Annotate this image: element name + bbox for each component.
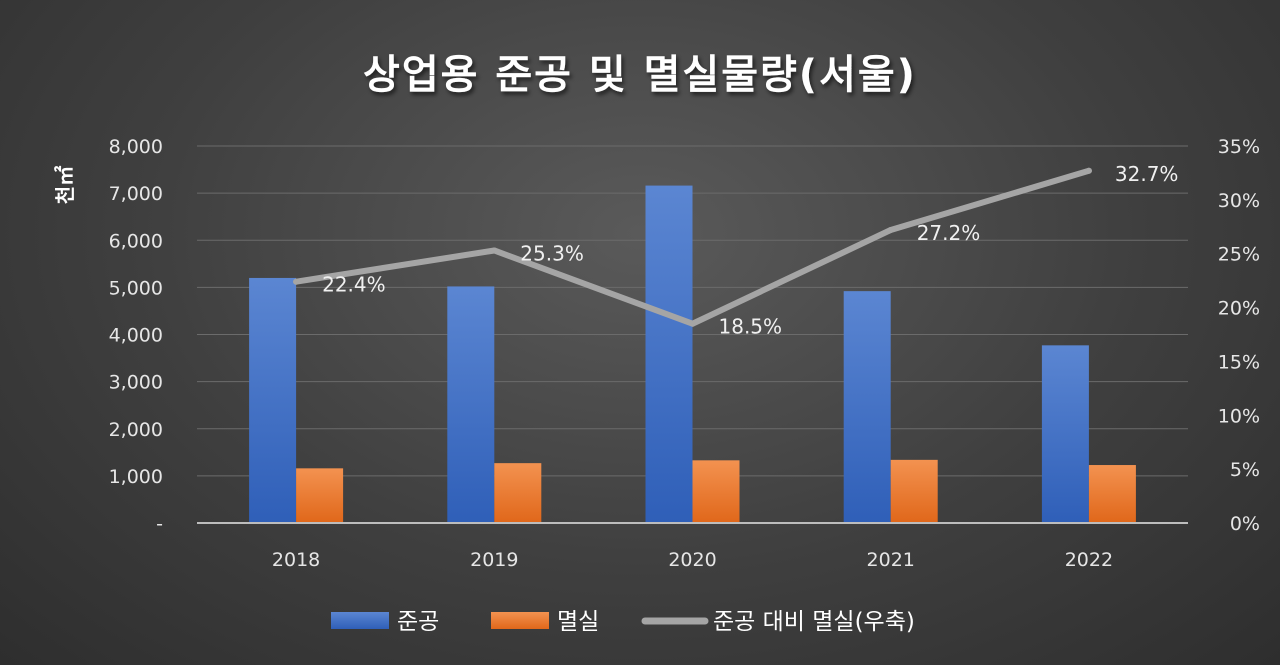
y-tick-label: 7,000 — [109, 183, 163, 205]
ratio-data-label: 18.5% — [719, 315, 783, 339]
bars — [249, 185, 1136, 523]
legend: 준공 멸실 준공 대비 멸실(우축) — [331, 609, 915, 635]
y2-tick-label: 20% — [1218, 298, 1260, 320]
legend-label-ratio: 준공 대비 멸실(우축) — [713, 609, 915, 635]
x-tick-label: 2021 — [867, 549, 915, 571]
demolition-bar — [692, 460, 740, 523]
legend-swatch-demolition — [491, 612, 549, 629]
y-tick-label: 4,000 — [109, 325, 163, 347]
legend-label-completion: 준공 — [397, 609, 439, 635]
demolition-bar — [890, 459, 938, 523]
y-axis-ticks: - 1,000 2,000 3,000 4,000 5,000 6,000 7,000 8,00… — [109, 136, 163, 535]
data-labels: 22.4% 25.3% 18.5% 27.2% 32.7% — [322, 162, 1178, 339]
demolition-bar — [296, 468, 344, 523]
ratio-point — [491, 247, 498, 254]
chart-title: 상업용 준공 및 멸실물량(서울) — [363, 52, 917, 98]
y-tick-label: - — [156, 513, 163, 535]
completion-bar — [843, 291, 891, 523]
completion-bar — [645, 185, 693, 523]
completion-bar — [249, 277, 297, 523]
y2-axis-ticks: 0% 5% 10% 15% 20% 25% 30% 35% — [1218, 136, 1260, 535]
y-tick-label: 2,000 — [109, 419, 163, 441]
legend-swatch-completion — [331, 612, 389, 629]
y-axis-label: 천㎡ — [53, 166, 77, 204]
demolition-bar — [1088, 465, 1136, 523]
y2-tick-label: 35% — [1218, 136, 1260, 158]
ratio-data-label: 22.4% — [322, 273, 386, 297]
x-axis-ticks: 2018 2019 2020 2021 2022 — [272, 549, 1113, 571]
y-tick-label: 3,000 — [109, 372, 163, 394]
y-tick-label: 6,000 — [109, 230, 163, 252]
ratio-point — [689, 320, 696, 327]
completion-bar — [1041, 345, 1089, 523]
y2-tick-label: 5% — [1230, 459, 1260, 481]
y2-tick-label: 15% — [1218, 351, 1260, 373]
ratio-point — [1085, 167, 1092, 174]
completion-bar — [447, 286, 495, 523]
ratio-data-label: 27.2% — [917, 221, 981, 245]
ratio-data-label: 32.7% — [1115, 162, 1179, 186]
legend-label-demolition: 멸실 — [557, 609, 599, 635]
y2-tick-label: 10% — [1218, 405, 1260, 427]
y-tick-label: 1,000 — [109, 466, 163, 488]
ratio-line-series — [293, 167, 1092, 327]
demolition-bar — [494, 463, 542, 523]
x-tick-label: 2022 — [1065, 549, 1113, 571]
ratio-point — [887, 227, 894, 234]
ratio-data-label: 25.3% — [520, 241, 584, 265]
y-tick-label: 5,000 — [109, 277, 163, 299]
x-tick-label: 2020 — [668, 549, 716, 571]
y2-tick-label: 25% — [1218, 244, 1260, 266]
x-tick-label: 2018 — [272, 549, 320, 571]
y2-tick-label: 30% — [1218, 190, 1260, 212]
y2-tick-label: 0% — [1230, 513, 1260, 535]
ratio-point — [293, 278, 300, 285]
x-tick-label: 2019 — [470, 549, 518, 571]
y-tick-label: 8,000 — [109, 136, 163, 158]
